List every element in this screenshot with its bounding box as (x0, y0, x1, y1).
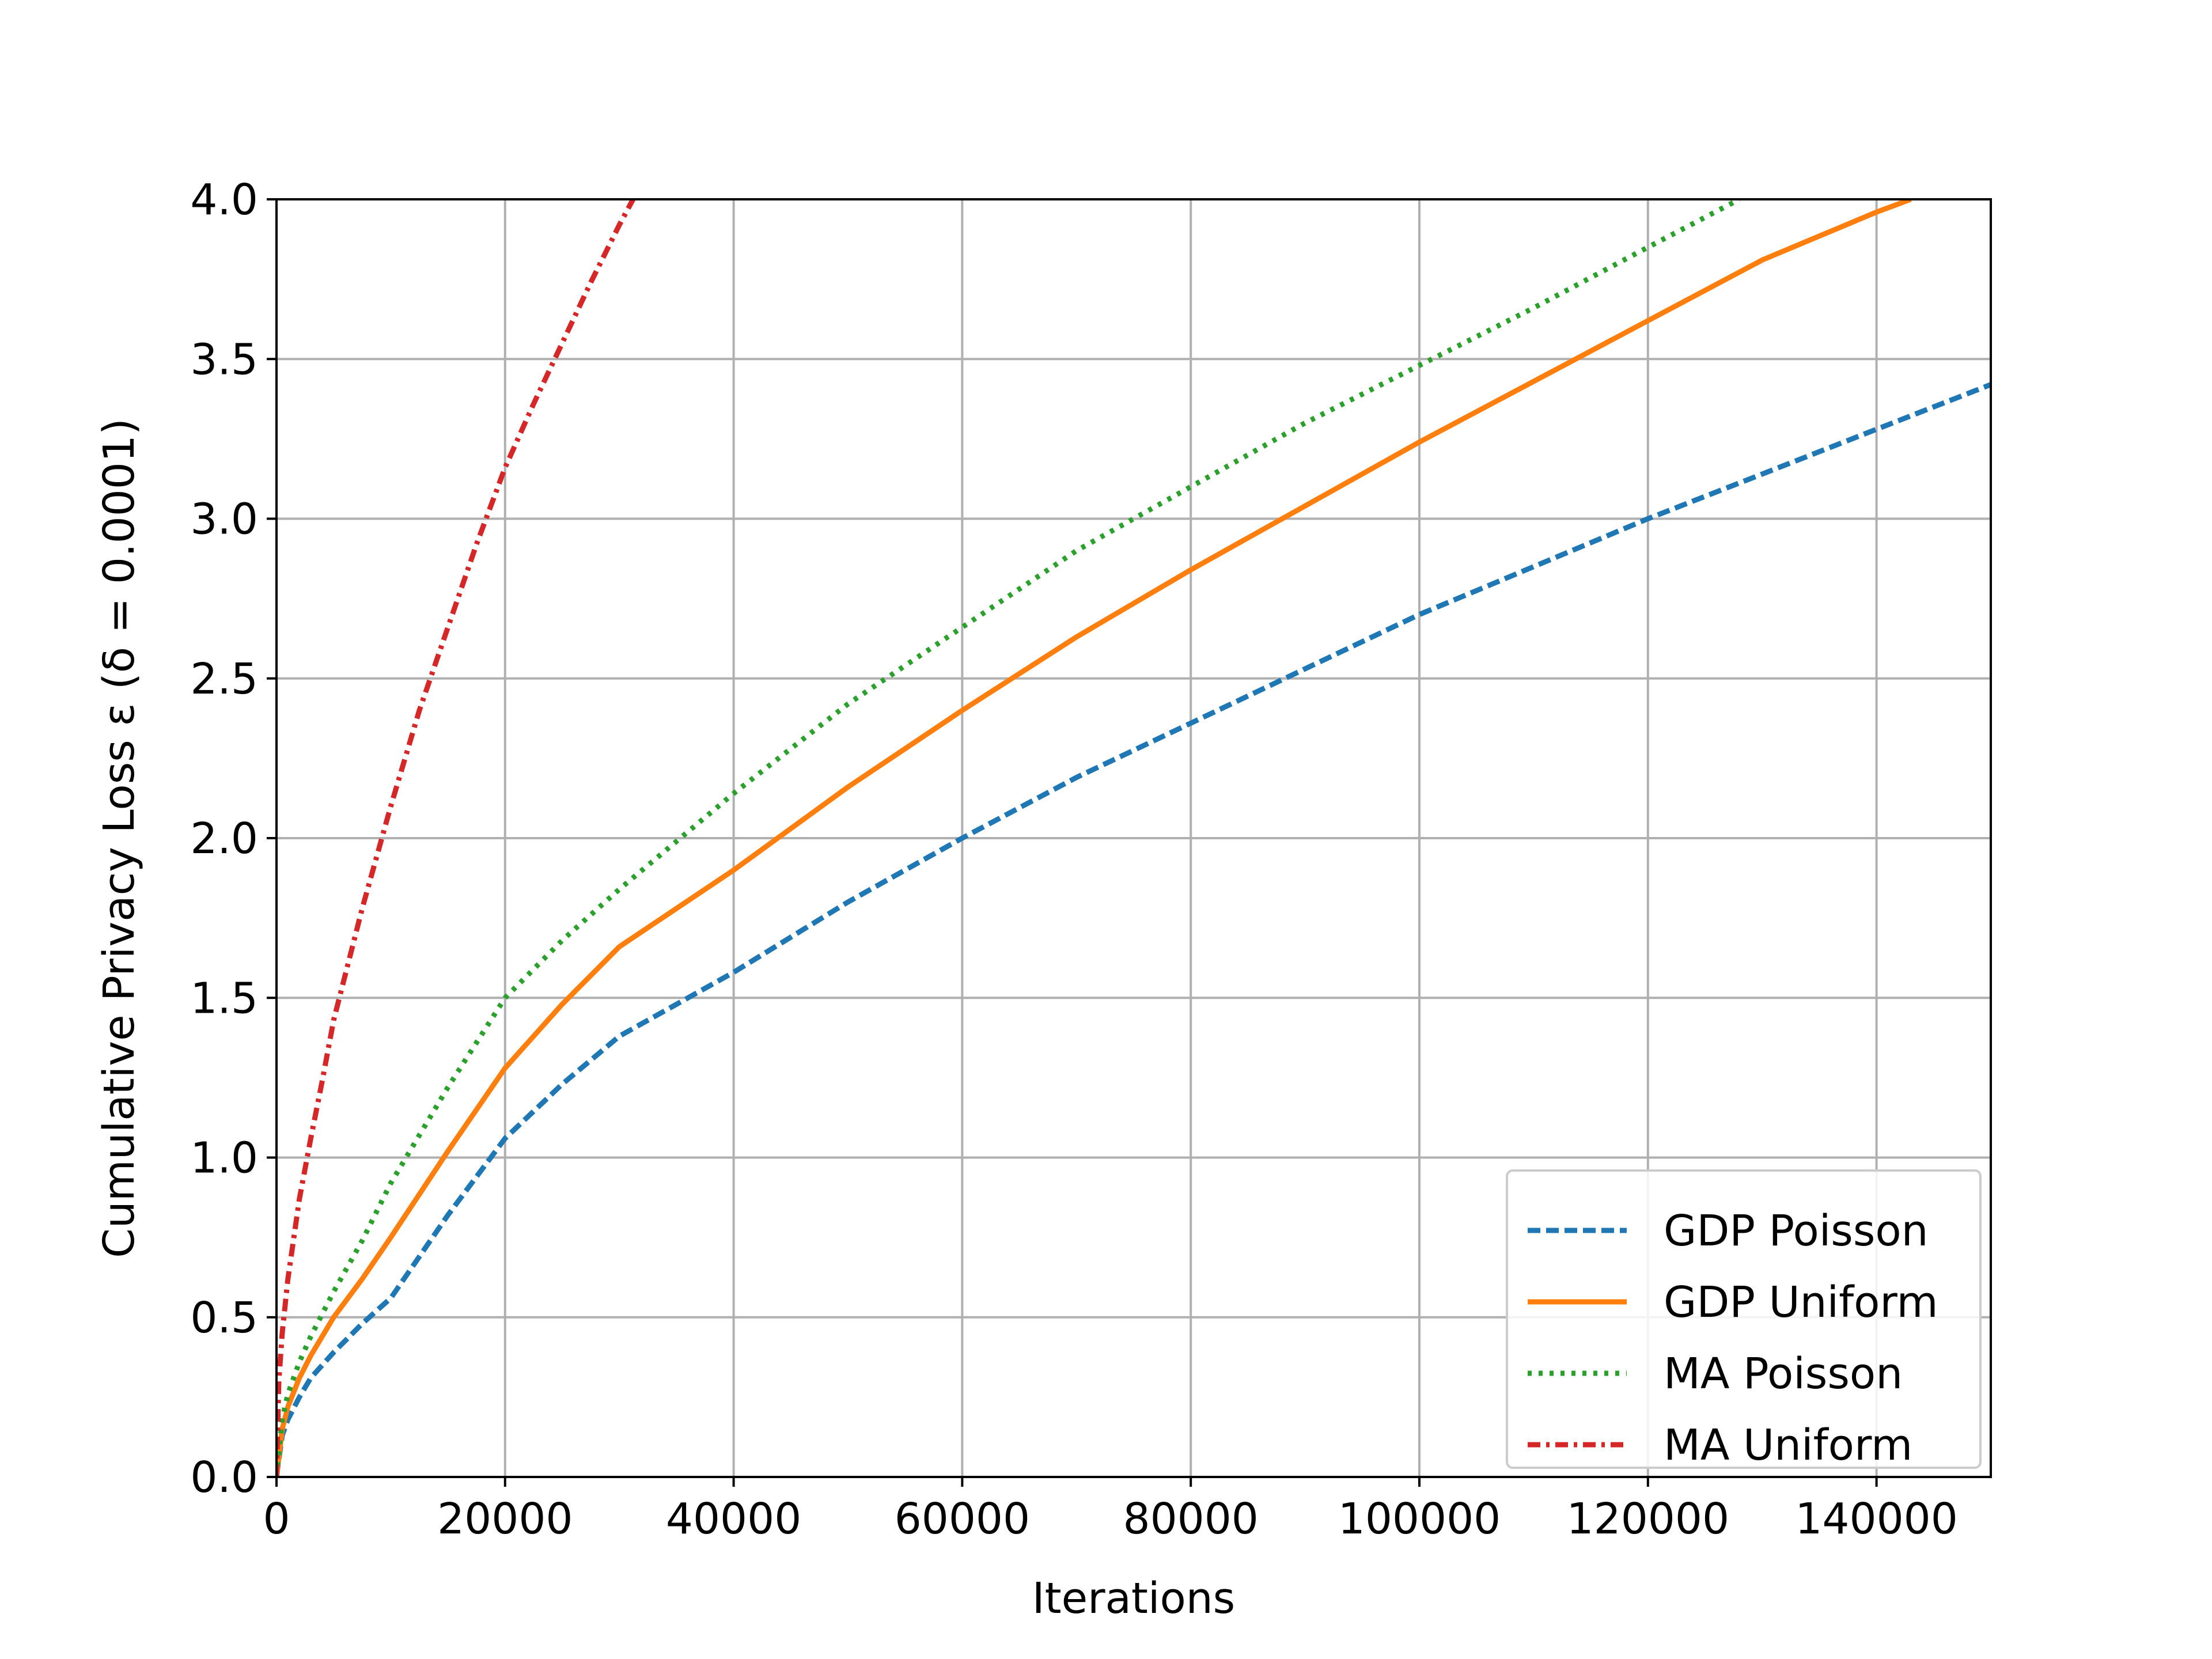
legend-box (1506, 1169, 1982, 1469)
y-tick-label: 3.0 (190, 495, 258, 544)
series-layer (276, 199, 1991, 1477)
y-tick-label: 2.5 (190, 654, 258, 704)
x-tick-label: 20000 (437, 1494, 573, 1544)
legend-label: GDP Poisson (1664, 1206, 1929, 1256)
y-tick-label: 1.0 (190, 1134, 258, 1183)
y-tick-label: 4.0 (190, 175, 258, 225)
series-line-gdp-poisson (276, 382, 1991, 1477)
y-tick-label: 3.5 (190, 335, 258, 384)
legend-label: MA Uniform (1664, 1421, 1912, 1470)
x-tick-label: 60000 (895, 1494, 1030, 1544)
x-tick-label: 80000 (1123, 1494, 1258, 1544)
series-line-ma-uniform (276, 199, 635, 1477)
series-line-ma-poisson (276, 199, 1741, 1477)
legend: GDP Poisson GDP Uniform MA Poisson MA Unifo… (1506, 1169, 1982, 1470)
y-tick-label: 2.0 (190, 814, 258, 863)
series-line-gdp-uniform (276, 199, 1912, 1477)
x-tick-label: 100000 (1338, 1494, 1501, 1544)
x-tick-label: 40000 (666, 1494, 801, 1544)
x-tick-label: 140000 (1795, 1494, 1958, 1544)
x-tick-label: 120000 (1567, 1494, 1730, 1544)
x-tick-label: 0 (263, 1494, 290, 1544)
ticks: 0 20000 40000 60000 80000 100000 120000 140000 0… (190, 175, 1958, 1544)
legend-label: MA Poisson (1664, 1349, 1903, 1399)
y-tick-label: 0.5 (190, 1293, 258, 1343)
legend-label: GDP Uniform (1664, 1278, 1938, 1327)
y-axis-label: Cumulative Privacy Loss ε (δ = 0.0001) (94, 418, 144, 1258)
y-tick-label: 1.5 (190, 974, 258, 1023)
y-tick-label: 0.0 (190, 1453, 258, 1502)
x-axis-label: Iterations (1032, 1574, 1235, 1623)
